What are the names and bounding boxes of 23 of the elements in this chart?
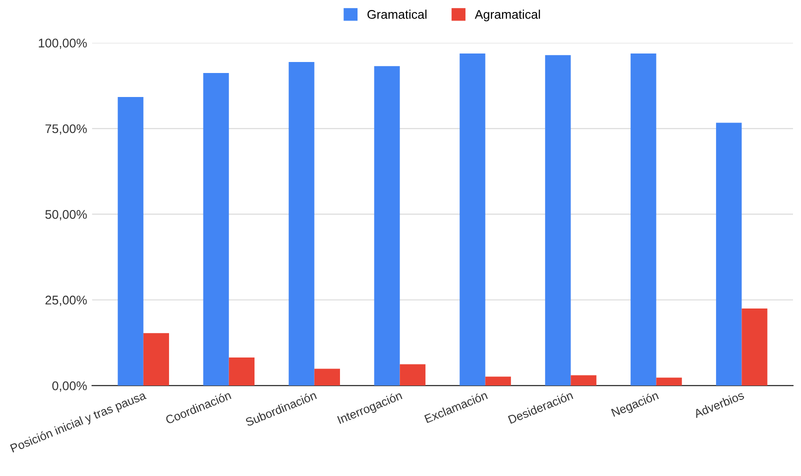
legend-label: Agramatical [474, 10, 540, 22]
bar [545, 55, 571, 386]
bar [570, 375, 596, 386]
y-tick-label: 0,00% [52, 381, 87, 392]
legend-label: Gramatical [367, 10, 426, 19]
bar [118, 96, 144, 386]
y-tick-label: 75,00% [46, 124, 87, 135]
bar [228, 357, 255, 386]
bar [288, 62, 314, 386]
bar [374, 66, 400, 386]
bar [143, 333, 170, 386]
y-tick-label: 50,00% [45, 210, 87, 220]
bar [460, 53, 486, 386]
bar [203, 73, 229, 386]
bar [656, 378, 682, 386]
y-tick-label: 100,00% [38, 38, 87, 49]
bar [314, 368, 340, 386]
bar [485, 376, 511, 386]
bar [742, 308, 768, 386]
bar [630, 53, 656, 386]
y-tick-label: 25,00% [45, 296, 87, 306]
bar [716, 122, 742, 386]
bar [400, 364, 426, 386]
